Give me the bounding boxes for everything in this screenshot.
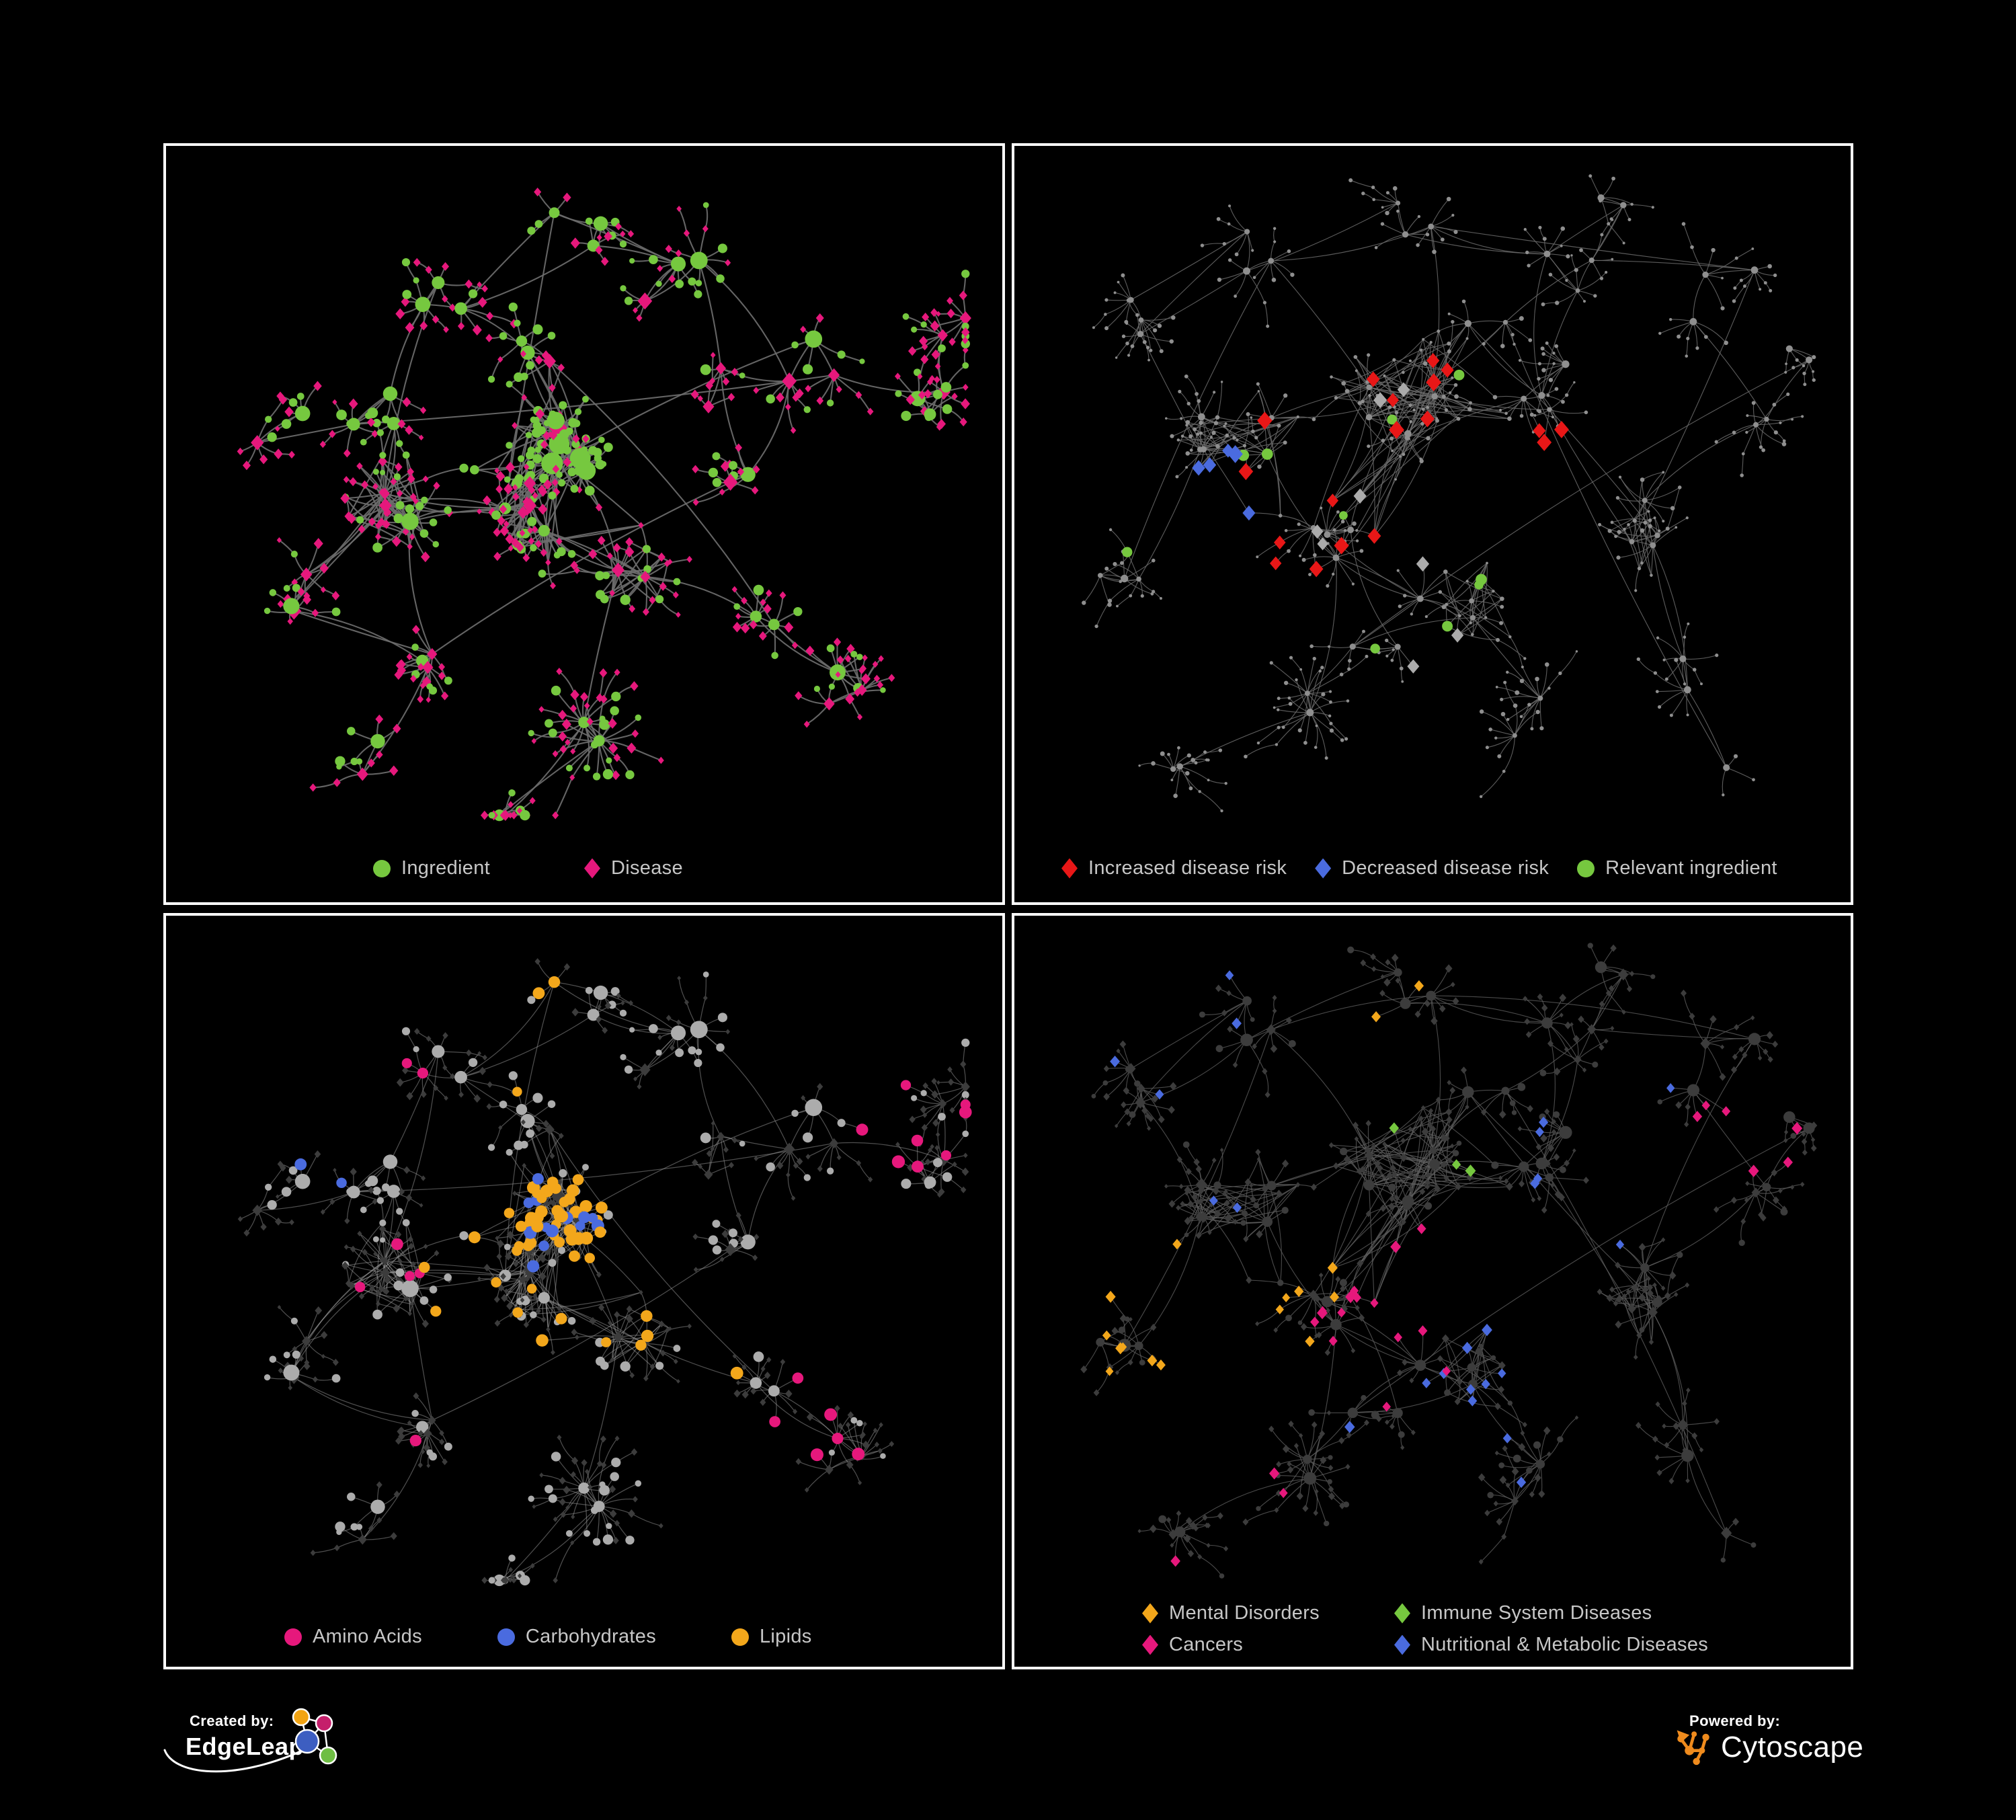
legend-disease-risk: Increased disease risk Decreased disease …: [1014, 857, 1851, 879]
legend-item-label: Nutritional & Metabolic Diseases: [1421, 1634, 1709, 1655]
legend-circle-marker: [284, 1628, 302, 1646]
legend-item-label: Lipids: [760, 1626, 812, 1647]
legend-item: Mental Disorders: [1142, 1602, 1394, 1624]
panel-nutrient-categories: Amino Acids Carbohydrates Lipids: [163, 913, 1005, 1669]
legend-item-label: Cancers: [1169, 1634, 1244, 1655]
legend-ingredient-disease: Ingredient Disease: [166, 857, 1002, 879]
legend-item: Disease: [584, 857, 683, 879]
legend-nutrient-categories: Amino Acids Carbohydrates Lipids: [166, 1626, 1002, 1648]
legend-item: Cancers: [1142, 1634, 1394, 1656]
legend-item: Increased disease risk: [1061, 857, 1287, 879]
created-by-label: Created by:: [190, 1712, 274, 1729]
legend-item-label: Ingredient: [401, 857, 490, 879]
legend-diamond-marker: [1142, 1603, 1158, 1624]
legend-circle-marker: [497, 1628, 515, 1646]
panel-disease-risk: Increased disease risk Decreased disease …: [1012, 143, 1853, 905]
legend-item: Decreased disease risk: [1315, 857, 1549, 879]
legend-item-label: Increased disease risk: [1088, 857, 1287, 879]
legend-item-label: Relevant ingredient: [1605, 857, 1777, 879]
edgeleap-logo-icon: [292, 1708, 337, 1765]
legend-diamond-marker: [1061, 858, 1078, 879]
legend-item: Lipids: [731, 1626, 812, 1648]
legend-diamond-marker: [584, 858, 600, 879]
legend-diamond-marker: [1142, 1634, 1158, 1655]
edgeleap-wordmark: EdgeLeap: [186, 1733, 305, 1760]
legend-item-label: Decreased disease risk: [1342, 857, 1549, 879]
legend-item: Carbohydrates: [497, 1626, 656, 1648]
legend-diamond-marker: [1394, 1603, 1410, 1624]
cytoscape-wordmark: Cytoscape: [1721, 1731, 1864, 1764]
legend-item: Relevant ingredient: [1577, 857, 1777, 879]
legend-item-label: Amino Acids: [313, 1626, 422, 1647]
powered-by-label: Powered by:: [1689, 1712, 1781, 1729]
legend-item: Ingredient: [373, 857, 490, 879]
legend-item: Immune System Diseases: [1394, 1602, 1851, 1624]
edgeleap-swoosh: [163, 1742, 319, 1773]
network-graph-disease-categories: [1080, 943, 1818, 1579]
legend-item-label: Mental Disorders: [1169, 1602, 1320, 1624]
cytoscape-logo-icon: [1677, 1730, 1709, 1766]
panel-ingredient-disease: Ingredient Disease: [163, 143, 1005, 905]
legend-circle-marker: [731, 1628, 749, 1646]
legend-diamond-marker: [1394, 1634, 1410, 1655]
legend-item-label: Disease: [611, 857, 683, 879]
legend-diamond-marker: [1315, 858, 1332, 879]
legend-item-label: Carbohydrates: [525, 1626, 656, 1647]
legend-circle-marker: [1577, 859, 1595, 877]
network-graph-nutrient-categories: [237, 958, 972, 1587]
legend-item-label: Immune System Diseases: [1421, 1602, 1652, 1624]
network-graph-disease-risk: [1082, 174, 1816, 813]
network-graph-ingredient-disease: [237, 188, 971, 822]
panel-disease-categories: Mental Disorders Immune System Diseases Ca…: [1012, 913, 1853, 1669]
legend-disease-categories: Mental Disorders Immune System Diseases Ca…: [1014, 1602, 1851, 1656]
legend-item: Nutritional & Metabolic Diseases: [1394, 1634, 1851, 1656]
legend-item: Amino Acids: [284, 1626, 422, 1648]
legend-circle-marker: [373, 859, 391, 877]
